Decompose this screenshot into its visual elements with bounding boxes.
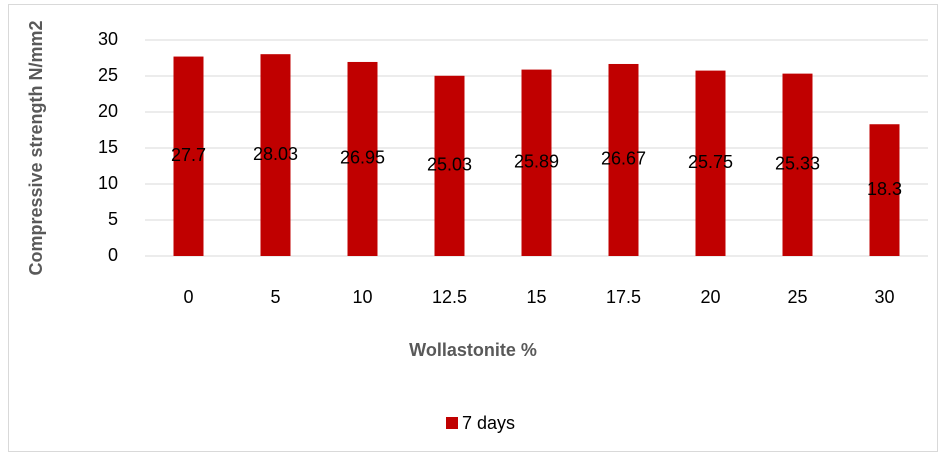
data-label: 25.75 — [688, 152, 733, 172]
data-label: 25.33 — [775, 154, 820, 174]
x-tick-label: 10 — [352, 287, 372, 307]
x-tick-label: 17.5 — [606, 287, 641, 307]
y-tick-label: 20 — [98, 101, 118, 121]
x-tick-label: 0 — [183, 287, 193, 307]
bar — [521, 69, 552, 256]
y-tick-label: 0 — [108, 245, 118, 265]
x-tick-label: 30 — [874, 287, 894, 307]
bar — [695, 70, 726, 256]
bar — [260, 54, 291, 257]
bar — [608, 63, 639, 257]
y-tick-label: 5 — [108, 209, 118, 229]
bar — [434, 75, 465, 256]
y-tick-label: 15 — [98, 137, 118, 157]
x-tick-label: 12.5 — [432, 287, 467, 307]
y-tick-label: 10 — [98, 173, 118, 193]
data-label: 26.67 — [601, 149, 646, 169]
x-tick-label: 20 — [700, 287, 720, 307]
y-tick-label: 30 — [98, 29, 118, 49]
data-label: 28.03 — [253, 144, 298, 164]
bar — [173, 56, 204, 257]
data-label: 18.3 — [867, 179, 902, 199]
bar — [782, 73, 813, 257]
legend-label: 7 days — [462, 413, 515, 433]
x-tick-label: 25 — [787, 287, 807, 307]
legend-swatch — [446, 417, 458, 429]
bar — [347, 61, 378, 257]
y-axis-title: Compressive strength N/mm2 — [26, 20, 46, 275]
data-label: 25.03 — [427, 155, 472, 175]
data-label: 26.95 — [340, 148, 385, 168]
data-label: 25.89 — [514, 152, 559, 172]
x-tick-label: 15 — [526, 287, 546, 307]
x-tick-label: 5 — [270, 287, 280, 307]
bar — [869, 124, 900, 257]
x-axis-title: Wollastonite % — [409, 340, 537, 360]
data-label: 27.7 — [171, 145, 206, 165]
y-tick-label: 25 — [98, 65, 118, 85]
